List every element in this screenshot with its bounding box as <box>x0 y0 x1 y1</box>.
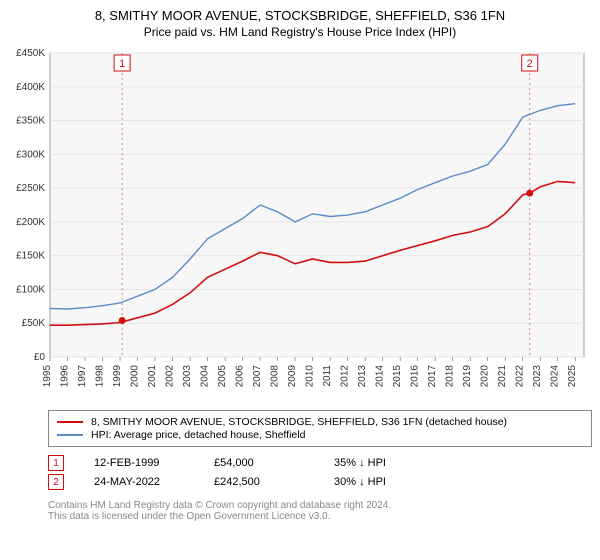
svg-text:£300K: £300K <box>16 149 45 160</box>
svg-text:£450K: £450K <box>16 48 45 59</box>
svg-text:2018: 2018 <box>445 365 456 388</box>
svg-text:2024: 2024 <box>550 365 561 388</box>
svg-text:2002: 2002 <box>165 365 176 388</box>
svg-text:£350K: £350K <box>16 116 45 127</box>
legend-label: 8, SMITHY MOOR AVENUE, STOCKSBRIDGE, SHE… <box>91 416 507 428</box>
svg-text:2020: 2020 <box>480 365 491 388</box>
page-title: 8, SMITHY MOOR AVENUE, STOCKSBRIDGE, SHE… <box>8 8 592 23</box>
svg-text:1996: 1996 <box>60 365 71 388</box>
svg-text:2016: 2016 <box>410 365 421 388</box>
svg-text:2022: 2022 <box>515 365 526 388</box>
svg-text:1: 1 <box>119 58 125 70</box>
attribution-line-1: Contains HM Land Registry data © Crown c… <box>48 500 592 511</box>
marker-date: 24-MAY-2022 <box>94 476 184 488</box>
svg-text:2007: 2007 <box>252 365 263 388</box>
svg-text:2004: 2004 <box>200 365 211 388</box>
svg-text:2013: 2013 <box>357 365 368 388</box>
marker-date: 12-FEB-1999 <box>94 457 184 469</box>
marker-row: 1 12-FEB-1999 £54,000 35% ↓ HPI <box>48 455 592 471</box>
svg-text:1995: 1995 <box>42 365 53 388</box>
marker-badge: 2 <box>48 474 64 490</box>
svg-text:2: 2 <box>527 58 533 70</box>
price-chart: £0 £50K £100K £150K £200K £250K £300K £350K £400… <box>8 47 592 402</box>
svg-text:2023: 2023 <box>532 365 543 388</box>
svg-text:2000: 2000 <box>130 365 141 388</box>
svg-text:2019: 2019 <box>462 365 473 388</box>
svg-text:2017: 2017 <box>427 365 438 388</box>
chart-legend: 8, SMITHY MOOR AVENUE, STOCKSBRIDGE, SHE… <box>48 410 592 447</box>
marker-price: £54,000 <box>214 457 304 469</box>
legend-item: HPI: Average price, detached house, Shef… <box>57 429 583 441</box>
svg-text:2009: 2009 <box>287 365 298 388</box>
svg-text:2012: 2012 <box>340 365 351 388</box>
svg-text:2006: 2006 <box>235 365 246 388</box>
svg-text:£100K: £100K <box>16 284 45 295</box>
marker-badge: 1 <box>48 455 64 471</box>
svg-text:£50K: £50K <box>22 318 46 329</box>
svg-text:2005: 2005 <box>217 365 228 388</box>
page-subtitle: Price paid vs. HM Land Registry's House … <box>8 25 592 39</box>
svg-text:£200K: £200K <box>16 217 45 228</box>
svg-text:2011: 2011 <box>322 365 333 387</box>
marker-delta: 35% ↓ HPI <box>334 457 424 469</box>
attribution-line-2: This data is licensed under the Open Gov… <box>48 511 592 522</box>
legend-item: 8, SMITHY MOOR AVENUE, STOCKSBRIDGE, SHE… <box>57 416 583 428</box>
legend-label: HPI: Average price, detached house, Shef… <box>91 429 305 441</box>
marker-price: £242,500 <box>214 476 304 488</box>
marker-row: 2 24-MAY-2022 £242,500 30% ↓ HPI <box>48 474 592 490</box>
svg-text:1997: 1997 <box>77 365 88 388</box>
svg-text:2010: 2010 <box>305 365 316 388</box>
marker-delta: 30% ↓ HPI <box>334 476 424 488</box>
svg-text:£150K: £150K <box>16 251 45 262</box>
svg-text:£400K: £400K <box>16 82 45 93</box>
legend-swatch <box>57 421 83 423</box>
svg-text:2021: 2021 <box>497 365 508 388</box>
svg-text:2003: 2003 <box>182 365 193 388</box>
svg-text:2025: 2025 <box>567 365 578 388</box>
svg-text:£0: £0 <box>34 352 46 363</box>
svg-text:£250K: £250K <box>16 183 45 194</box>
svg-text:2008: 2008 <box>270 365 281 388</box>
svg-text:1998: 1998 <box>95 365 106 388</box>
attribution-note: Contains HM Land Registry data © Crown c… <box>48 500 592 522</box>
svg-text:2014: 2014 <box>375 365 386 388</box>
svg-text:2001: 2001 <box>147 365 158 388</box>
svg-text:1999: 1999 <box>112 365 123 388</box>
legend-swatch <box>57 434 83 436</box>
sale-markers-table: 1 12-FEB-1999 £54,000 35% ↓ HPI 2 24-MAY-2022… <box>48 455 592 490</box>
svg-text:2015: 2015 <box>392 365 403 388</box>
